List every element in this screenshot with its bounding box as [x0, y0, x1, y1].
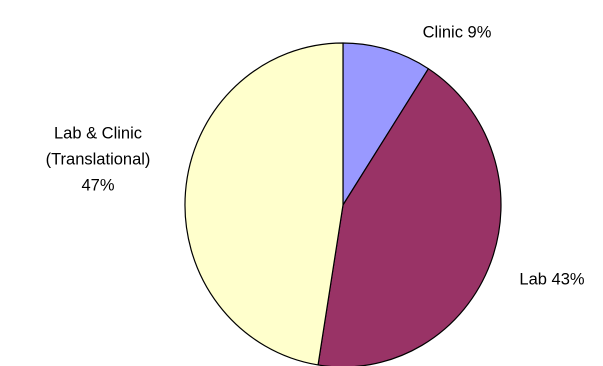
pie-slice-label-line: Lab & Clinic — [54, 124, 142, 142]
pie-slice-label-0: Clinic 9% — [423, 23, 492, 41]
pie-slice-1 — [317, 68, 502, 366]
pie-slice-0 — [342, 42, 430, 206]
pie-labels: Clinic 9% Lab 43% Lab & Clinic (Translation… — [46, 23, 585, 288]
pie-slice-label-line: Lab 43% — [519, 270, 584, 288]
pie-slice-label-2: Lab & Clinic (Translational) 47% — [46, 124, 151, 194]
pie-slice-label-1: Lab 43% — [519, 270, 584, 288]
pie-slices — [184, 42, 502, 366]
pie-slice-2 — [184, 42, 344, 366]
pie-slice-label-line: 47% — [81, 176, 114, 194]
pie-slice-label-line: (Translational) — [46, 150, 151, 168]
pie-slice-label-line: Clinic 9% — [423, 23, 492, 41]
